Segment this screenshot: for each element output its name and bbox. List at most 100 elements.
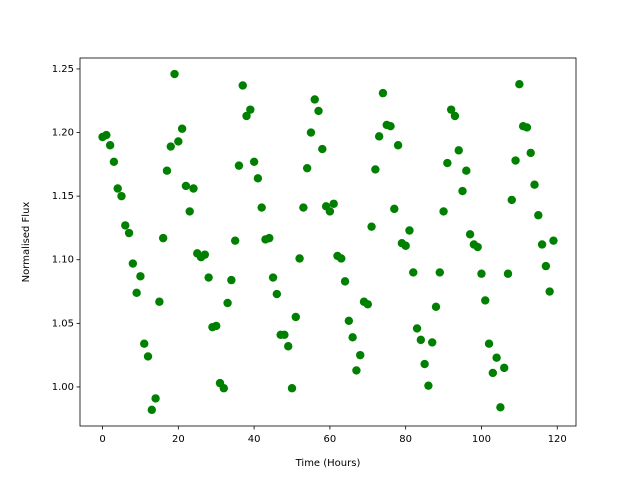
point — [132, 288, 141, 298]
point — [102, 130, 111, 140]
point — [117, 191, 126, 201]
point — [204, 273, 213, 282]
point — [124, 228, 134, 238]
x-tick-label: 100 — [472, 434, 491, 445]
point — [242, 111, 251, 121]
point — [109, 157, 119, 166]
point — [136, 272, 145, 281]
point — [151, 394, 160, 403]
point — [272, 289, 282, 299]
point — [488, 368, 498, 378]
point — [177, 124, 187, 133]
x-tick-label: 20 — [172, 434, 185, 445]
point — [310, 95, 319, 104]
point — [499, 363, 509, 373]
point — [549, 236, 558, 245]
point — [113, 184, 122, 193]
point — [450, 111, 460, 121]
x-axis-label: Time (Hours) — [295, 458, 361, 469]
point — [287, 384, 297, 393]
point — [348, 333, 357, 342]
point — [295, 254, 304, 263]
point — [405, 226, 414, 235]
point — [541, 261, 551, 271]
point — [314, 106, 323, 116]
point — [212, 321, 221, 331]
point — [174, 137, 183, 146]
y-axis-label: Normalised Flux — [21, 202, 32, 283]
y-tick-label: 1.15 — [52, 191, 74, 202]
point — [128, 259, 138, 268]
point — [223, 298, 232, 308]
point — [412, 324, 422, 333]
point — [181, 181, 191, 191]
point — [496, 403, 505, 412]
point — [462, 166, 471, 175]
point — [121, 221, 130, 230]
point — [257, 203, 266, 212]
point — [189, 184, 198, 193]
y-tick-label: 1.00 — [52, 382, 74, 393]
point — [170, 69, 179, 79]
point — [507, 195, 516, 205]
point — [446, 105, 456, 114]
point — [155, 297, 164, 306]
point — [352, 366, 361, 375]
point — [246, 105, 255, 114]
point — [511, 156, 520, 165]
point — [537, 240, 547, 249]
point — [477, 269, 486, 278]
point — [200, 250, 210, 259]
x-tick-label: 40 — [248, 434, 261, 445]
x-tick-label: 0 — [99, 434, 105, 445]
point — [545, 287, 554, 296]
point — [234, 161, 244, 170]
point — [105, 141, 115, 150]
point — [443, 158, 452, 168]
point — [465, 230, 475, 239]
point — [473, 242, 482, 252]
point — [238, 81, 247, 90]
point — [230, 236, 240, 245]
point — [325, 207, 335, 216]
point — [280, 330, 289, 339]
point — [162, 166, 172, 175]
point — [416, 335, 426, 345]
point — [302, 163, 312, 173]
point — [253, 174, 263, 183]
x-tick-label: 60 — [324, 434, 337, 445]
point — [318, 144, 327, 154]
point — [147, 405, 157, 415]
point — [431, 302, 441, 312]
point — [530, 180, 539, 189]
point — [458, 186, 467, 196]
point — [409, 268, 418, 277]
y-tick-label: 1.25 — [52, 64, 74, 75]
point — [401, 241, 410, 250]
point — [378, 88, 388, 98]
y-tick-label: 1.10 — [52, 255, 74, 266]
point — [367, 222, 376, 231]
point — [522, 123, 532, 132]
point — [386, 121, 395, 131]
point — [424, 381, 433, 390]
point — [306, 128, 316, 137]
point — [393, 141, 403, 150]
point — [329, 199, 338, 208]
point — [503, 269, 513, 278]
point — [371, 165, 380, 174]
point — [265, 233, 274, 243]
point — [185, 207, 194, 216]
point — [284, 342, 293, 351]
point — [166, 142, 175, 151]
point — [268, 273, 278, 282]
point — [515, 80, 524, 89]
point — [420, 359, 429, 369]
point — [390, 204, 399, 214]
point — [363, 300, 372, 309]
point — [481, 296, 490, 305]
y-tick-label: 1.20 — [52, 128, 74, 139]
x-tick-label: 80 — [399, 434, 412, 445]
point — [219, 384, 228, 393]
